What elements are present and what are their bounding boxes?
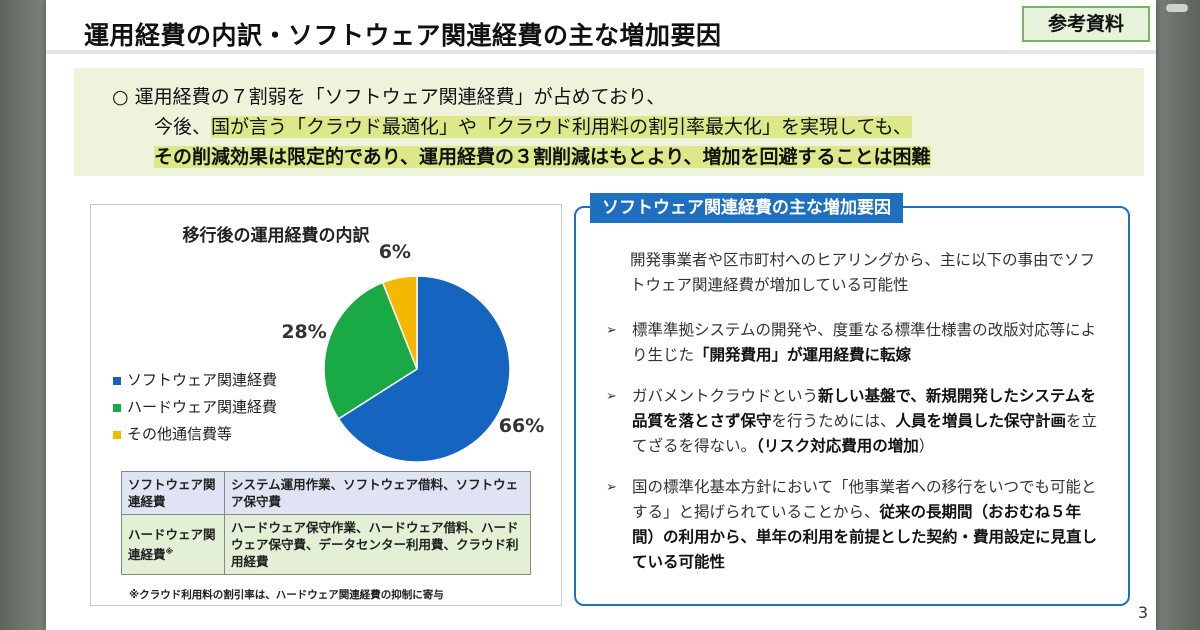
table-row: ハードウェア関連経費※ ハードウェア保守作業、ハードウェア借料、ハードウェア保守…	[121, 514, 531, 575]
legend-swatch-hardware	[113, 403, 121, 412]
summary-line-2-prefix: 今後、	[154, 116, 212, 138]
arrow-bullet-icon: ➢	[606, 480, 617, 495]
legend-swatch-software	[113, 376, 121, 385]
legend-label-other: その他通信費等	[127, 425, 233, 443]
pie-label-software: 66%	[498, 415, 545, 438]
list-item: ➢ 標準準拠システムの開発や、度重なる標準仕様書の改版対応等により生じた「開発費…	[602, 318, 1102, 368]
bullet-2-text-d: ）	[918, 437, 935, 455]
legend-item-hardware: ハードウェア関連経費	[113, 394, 277, 421]
table-cell-software: システム運用作業、ソフトウェア借料、ソフトウェア保守費	[224, 471, 531, 515]
background-left	[0, 0, 48, 630]
background-right	[1154, 0, 1200, 630]
summary-box: ○ 運用経費の７割弱を「ソフトウェア関連経費」が占めており、 今後、国が言う「ク…	[74, 68, 1144, 176]
factors-panel-title: ソフトウェア関連経費の主な増加要因	[590, 193, 903, 223]
factors-list: ➢ 標準準拠システムの開発や、度重なる標準仕様書の改版対応等により生じた「開発費…	[602, 318, 1102, 591]
bullet-2-text-b: を行うためには、	[771, 412, 896, 430]
cost-definition-table: ソフトウェア関連経費 システム運用作業、ソフトウェア借料、ソフトウェア保守費 ハ…	[121, 471, 531, 575]
pie-label-hardware: 28%	[281, 321, 327, 344]
pie-slice-software	[337, 275, 511, 463]
table-row: ソフトウェア関連経費 システム運用作業、ソフトウェア借料、ソフトウェア保守費	[121, 471, 531, 515]
title-divider	[46, 50, 1156, 54]
summary-highlight: 国が言う「クラウド最適化」や「クラウド利用料の割引率最大化」を実現しても、	[211, 116, 912, 138]
table-cell-hardware: ハードウェア保守作業、ハードウェア借料、ハードウェア保守費、データセンター利用費…	[224, 514, 531, 575]
bullet-2-emphasis-a: 新しい基盤で、新規開発したシステムを品質を落とさず保守	[632, 387, 1096, 430]
chart-title: 移行後の運用経費の内訳	[182, 226, 370, 246]
legend-item-software: ソフトウェア関連経費	[113, 367, 277, 394]
table-header-hardware-text: ハードウェア関連経費	[128, 526, 216, 563]
table-header-software: ソフトウェア関連経費	[121, 471, 225, 515]
footnote-marker: ※	[165, 546, 174, 556]
legend-swatch-other	[113, 430, 121, 439]
bullet-3-emphasis: 従来の長期間（おおむね５年間）の利用から、単年の利用を前提とした契約・費用設定に…	[632, 503, 1098, 571]
pie-slice-other	[381, 275, 418, 370]
list-item: ➢ ガバメントクラウドという新しい基盤で、新規開発したシステムを品質を落とさず保…	[602, 384, 1102, 459]
cost-breakdown-panel: 移行後の運用経費の内訳 66% 28% 6% ソフトウェア関連経費 ハードウェア関連…	[90, 204, 562, 606]
increase-factors-panel: 開発事業者や区市町村へのヒアリングから、主に以下の事由でソフトウェア関連経費が増…	[574, 206, 1130, 606]
summary-line-1: ○ 運用経費の７割弱を「ソフトウェア関連経費」が占めており、	[112, 86, 666, 108]
arrow-bullet-icon: ➢	[606, 323, 617, 338]
bullet-2-emphasis-c: （リスク対応費用の増加	[756, 437, 919, 455]
arrow-bullet-icon: ➢	[606, 389, 617, 404]
reference-badge: 参考資料	[1022, 6, 1150, 42]
list-item: ➢ 国の標準化基本方針において「他事業者への移行をいつでも可能とする」と掲げられ…	[602, 475, 1102, 575]
pie-slice-hardware	[323, 281, 418, 420]
factors-intro: 開発事業者や区市町村へのヒアリングから、主に以下の事由でソフトウェア関連経費が増…	[630, 251, 1096, 294]
background-handle	[1166, 4, 1188, 12]
chart-legend: ソフトウェア関連経費 ハードウェア関連経費 その他通信費等	[113, 367, 277, 448]
table-header-hardware: ハードウェア関連経費※	[121, 514, 225, 575]
bullet-2-text-a: ガバメントクラウドという	[632, 387, 819, 405]
legend-label-hardware: ハードウェア関連経費	[127, 398, 278, 416]
pie-label-other: 6%	[378, 241, 411, 264]
bullet-2-text-c: を立てざるを得ない。	[632, 412, 1098, 455]
slide: 運用経費の内訳・ソフトウェア関連経費の主な増加要因 参考資料 ○ 運用経費の７割…	[46, 0, 1156, 630]
bullet-3-text: 国の標準化基本方針において「他事業者への移行をいつでも可能とする」と掲げられてい…	[632, 478, 1097, 521]
summary-line-3: その削減効果は限定的であり、運用経費の３割削減はもとより、増加を回避することは困…	[154, 142, 1144, 172]
pie-chart	[323, 275, 511, 463]
bullet-1-emphasis: 「開発費用」が運用経費に転嫁	[694, 346, 912, 364]
page-number: 3	[1137, 603, 1148, 622]
bullet-2-emphasis-b: 人員を増員した保守計画	[895, 412, 1067, 430]
bullet-1-text: 標準準拠システムの開発や、度重なる標準仕様書の改版対応等により生じた	[632, 321, 1097, 364]
summary-conclusion: その削減効果は限定的であり、運用経費の３割削減はもとより、増加を回避することは困…	[154, 146, 931, 168]
table-footnote: ※クラウド利用料の割引率は、ハードウェア関連経費の抑制に寄与	[129, 589, 444, 601]
legend-item-other: その他通信費等	[113, 421, 277, 448]
summary-line-2: 今後、国が言う「クラウド最適化」や「クラウド利用料の割引率最大化」を実現しても、	[154, 112, 1144, 142]
legend-label-software: ソフトウェア関連経費	[127, 371, 278, 389]
slide-title: 運用経費の内訳・ソフトウェア関連経費の主な増加要因	[84, 21, 722, 50]
